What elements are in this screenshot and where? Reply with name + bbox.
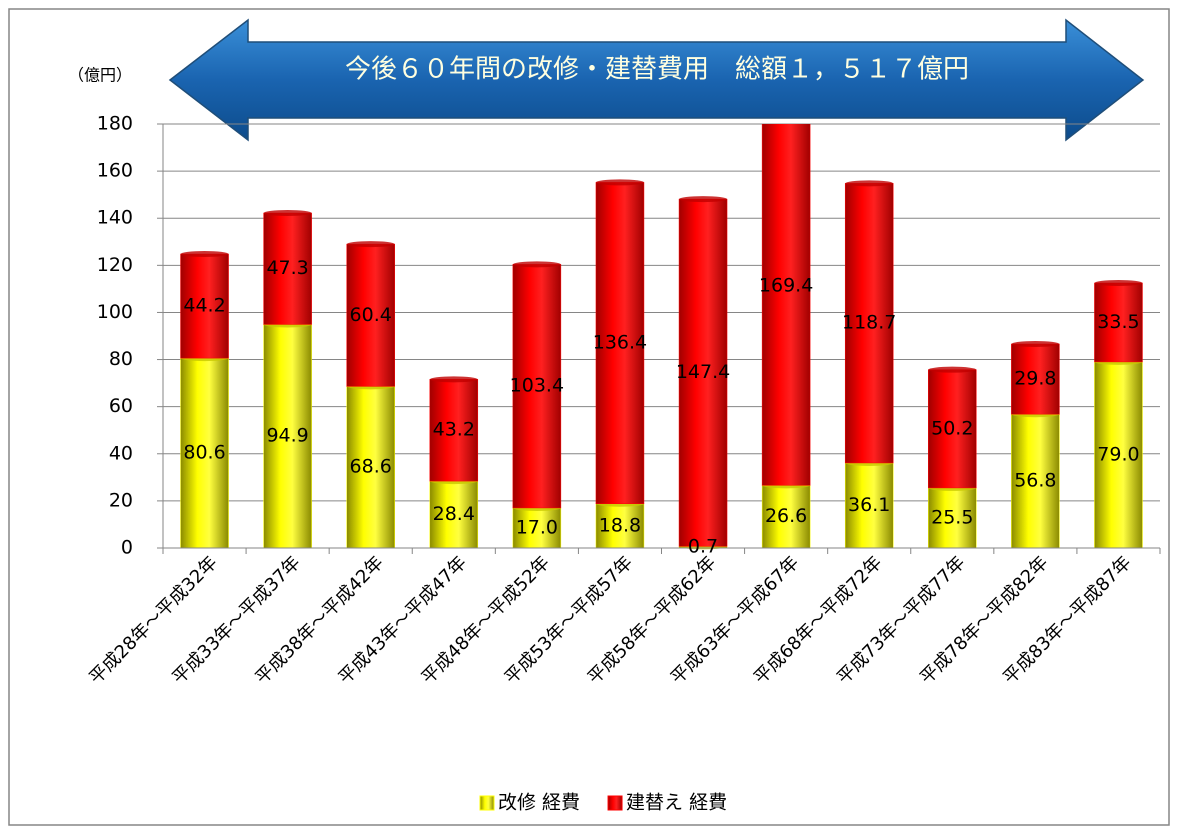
data-label: 43.2 xyxy=(433,419,475,441)
bar-segment-cap xyxy=(263,210,312,217)
bar-segment-cap xyxy=(1011,341,1060,348)
data-label: 17.0 xyxy=(516,516,558,538)
data-label: 79.0 xyxy=(1097,443,1139,465)
bar-segment-cap xyxy=(845,180,894,187)
bar-segment xyxy=(678,198,728,547)
data-label: 44.2 xyxy=(183,295,225,317)
data-label: 169.4 xyxy=(759,274,813,296)
y-tick-label: 160 xyxy=(97,160,133,182)
data-label: 147.4 xyxy=(676,361,730,383)
data-label: 18.8 xyxy=(599,514,641,536)
y-tick-label: 20 xyxy=(109,489,133,511)
bar-segment xyxy=(928,487,977,549)
y-tick-label: 40 xyxy=(109,442,133,464)
bar-segment xyxy=(512,507,562,549)
data-label: 136.4 xyxy=(593,332,647,354)
data-label: 33.5 xyxy=(1097,311,1139,333)
data-label: 94.9 xyxy=(266,425,308,447)
bar-segment-cap xyxy=(512,261,561,268)
banner-arrow xyxy=(168,18,1145,142)
data-label: 26.6 xyxy=(765,505,807,527)
y-tick-label: 100 xyxy=(97,301,133,323)
bar-segment xyxy=(263,212,312,325)
data-label: 50.2 xyxy=(931,417,973,439)
data-label: 36.1 xyxy=(848,494,890,516)
legend-swatch xyxy=(479,795,495,811)
bar-segment xyxy=(346,243,395,387)
bar-segment xyxy=(761,485,811,549)
legend-label: 建替え 経費 xyxy=(626,792,727,814)
bar-segment-cap xyxy=(928,366,977,373)
banner-text: 今後６０年間の改修・建替費用 総額１，５１７億円 xyxy=(345,55,969,85)
bar-segment xyxy=(1011,413,1060,549)
y-tick-label: 120 xyxy=(97,254,133,276)
bar-segment xyxy=(595,182,645,504)
y-axis-label: （億円） xyxy=(68,66,132,85)
bar-segment-cap xyxy=(346,241,395,248)
bar-segment-cap xyxy=(1094,280,1143,286)
bar-segment xyxy=(346,386,395,549)
bar-segment xyxy=(263,324,312,549)
bar-segment xyxy=(1011,343,1060,415)
data-label: 118.7 xyxy=(842,312,896,334)
bar-segment xyxy=(429,379,479,482)
y-tick-label: 80 xyxy=(109,348,133,370)
data-label: 80.6 xyxy=(183,442,225,464)
data-label: 0.7 xyxy=(688,536,718,558)
bar-segment xyxy=(928,369,977,489)
y-tick-label: 60 xyxy=(109,395,133,417)
bar-segment xyxy=(1094,361,1143,549)
data-label: 60.4 xyxy=(350,304,392,326)
data-label: 56.8 xyxy=(1014,470,1056,492)
y-tick-label: 0 xyxy=(121,537,133,559)
legend-swatch xyxy=(607,795,623,811)
legend-label: 改修 経費 xyxy=(498,792,580,814)
data-label: 28.4 xyxy=(433,503,475,525)
y-tick-label: 140 xyxy=(97,207,133,229)
data-label: 47.3 xyxy=(266,257,308,279)
bar-segment-cap xyxy=(429,376,478,383)
bar-segment-cap xyxy=(180,251,229,258)
bar-segment xyxy=(761,124,811,486)
data-label: 25.5 xyxy=(931,506,973,528)
data-label: 29.8 xyxy=(1014,368,1056,390)
bar-segment-cap xyxy=(679,196,728,203)
data-label: 103.4 xyxy=(510,375,564,397)
bar-segment xyxy=(1094,282,1143,363)
data-label: 68.6 xyxy=(350,456,392,478)
bar-segment xyxy=(180,357,229,549)
bars xyxy=(180,124,1143,550)
bar-segment xyxy=(512,264,562,509)
bar-segment-cap xyxy=(595,179,644,186)
y-tick-label: 180 xyxy=(97,113,133,135)
